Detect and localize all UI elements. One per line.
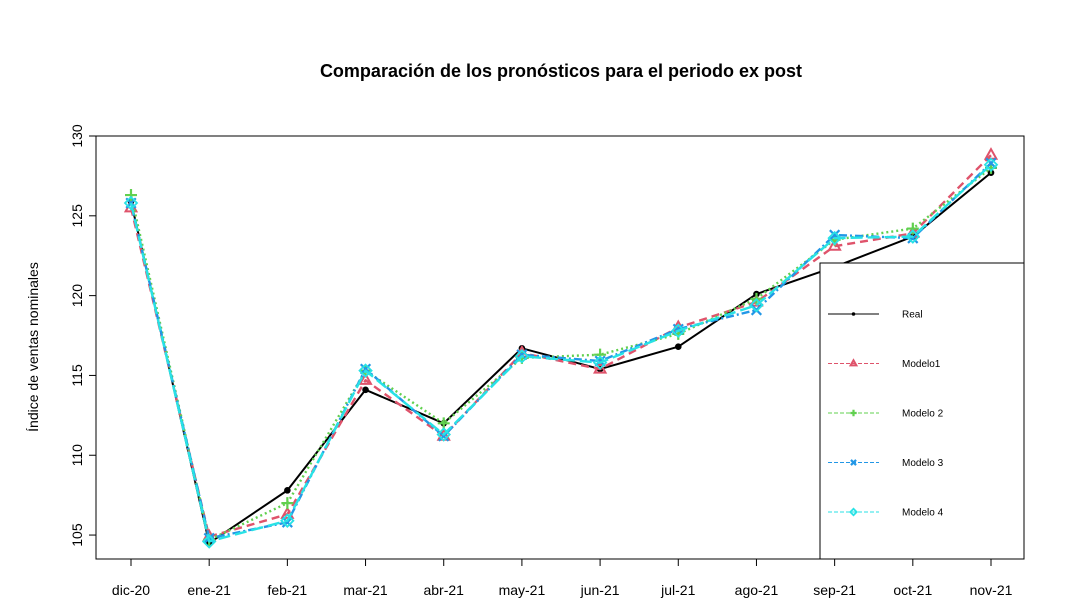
legend-entry: Modelo 3 [828, 458, 944, 469]
data-point [514, 349, 530, 364]
data-point [280, 513, 295, 528]
legend-marker [850, 409, 857, 417]
y-tick-label: 115 [69, 364, 85, 387]
legend-marker [851, 312, 856, 316]
x-tick-label: dic-20 [112, 582, 150, 598]
data-point [592, 355, 608, 370]
y-tick-label: 110 [69, 444, 85, 467]
legend-entry: Modelo 2 [828, 409, 944, 420]
y-axis-label: Índice de ventas nominales [25, 262, 41, 432]
x-tick-label: ene-21 [187, 582, 231, 598]
series-line [129, 154, 992, 538]
x-tick-label: feb-21 [268, 582, 308, 598]
y-tick-label: 125 [69, 204, 85, 228]
x-tick-label: ago-21 [735, 582, 779, 598]
data-point [125, 189, 137, 202]
legend-entry: Modelo1 [828, 358, 941, 370]
data-point [670, 323, 686, 339]
legend-label: Modelo 3 [902, 458, 944, 469]
data-point [906, 222, 919, 235]
data-point [436, 427, 452, 442]
y-axis: 105 110 115 120 125 130 [69, 124, 97, 547]
series-line [129, 163, 992, 543]
data-point [983, 157, 999, 173]
data-point [674, 343, 682, 351]
x-tick-label: oct-21 [893, 582, 932, 598]
x-tick-label: jun-21 [580, 582, 620, 598]
data-point [592, 361, 608, 374]
x-tick-label: may-21 [499, 582, 546, 598]
legend-marker [849, 507, 858, 517]
data-point [983, 147, 999, 160]
data-point [827, 238, 842, 251]
data-point [358, 372, 373, 385]
x-tick-label: mar-21 [343, 582, 388, 598]
legend-marker [850, 459, 857, 466]
y-tick-label: 130 [69, 124, 85, 148]
series-line [129, 166, 992, 542]
legend: Real Modelo1 Modelo 2 Modelo 3 Modelo 4 [819, 262, 1025, 560]
data-point [284, 487, 291, 494]
legend-entry: Modelo 4 [828, 508, 944, 519]
data-point [905, 229, 921, 244]
x-tick-label: sep-21 [813, 582, 856, 598]
data-point [358, 363, 373, 378]
legend-label: Modelo 2 [902, 409, 944, 420]
series-layer [123, 147, 999, 549]
data-point [594, 348, 607, 361]
data-point [362, 386, 369, 394]
legend-marker [848, 358, 859, 367]
y-tick-label: 120 [69, 284, 85, 308]
x-tick-label: jul-21 [660, 582, 695, 598]
data-point [281, 497, 294, 510]
legend-label: Real [902, 310, 923, 321]
series-modelo-4 [123, 157, 999, 549]
series-line [129, 162, 992, 540]
legend-entry: Real [828, 310, 923, 321]
data-point [827, 230, 842, 246]
x-tick-label: abr-21 [423, 582, 464, 598]
legend-label: Modelo1 [902, 359, 941, 370]
x-tick-label: nov-21 [970, 582, 1013, 598]
chart-title: Comparación de los pronósticos para el p… [320, 61, 802, 81]
x-axis: dic-20 ene-21 feb-21 mar-21 abr-21 may-21 jun-… [112, 558, 1013, 598]
data-point [123, 195, 139, 211]
data-point [201, 534, 217, 549]
y-tick-label: 105 [69, 523, 85, 547]
data-point [749, 297, 764, 313]
legend-label: Modelo 4 [902, 508, 944, 519]
